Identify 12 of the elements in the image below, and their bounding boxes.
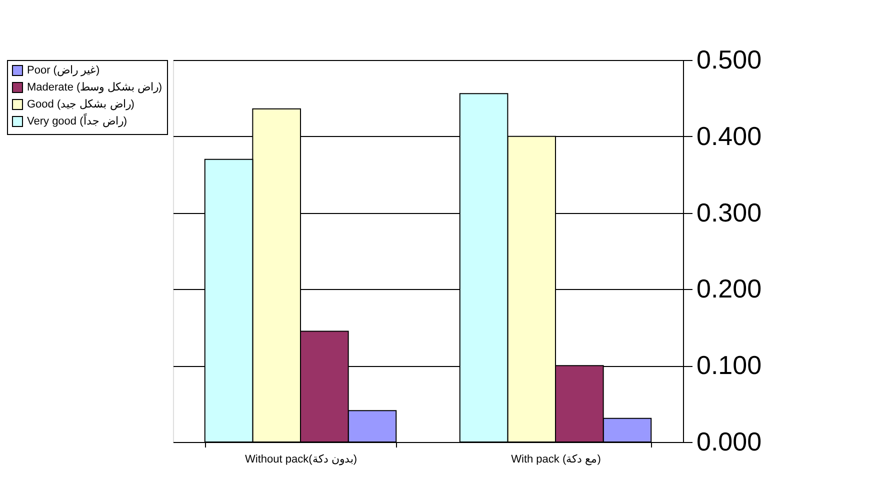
legend-label: Good (راض بشكل جيد) [27,98,134,110]
y-tick-label: 0.400 [696,120,762,151]
y-tick-label: 0.100 [696,350,762,380]
legend-label: Poor (غير راض) [27,64,100,76]
y-tick-label: 0.500 [696,44,762,74]
y-tick-label: 0.200 [696,274,762,304]
y-tick-label: 0.000 [696,426,762,456]
y-tick-label: 0.300 [696,197,762,228]
legend-label: Maderate (راض بشكل وسط) [27,82,162,94]
x-tick-label: With pack (مع دكة) [511,454,601,466]
legend-label: Very good (راض جداً) [27,112,127,128]
x-tick-label: Without pack(بدون دكة) [245,454,357,466]
